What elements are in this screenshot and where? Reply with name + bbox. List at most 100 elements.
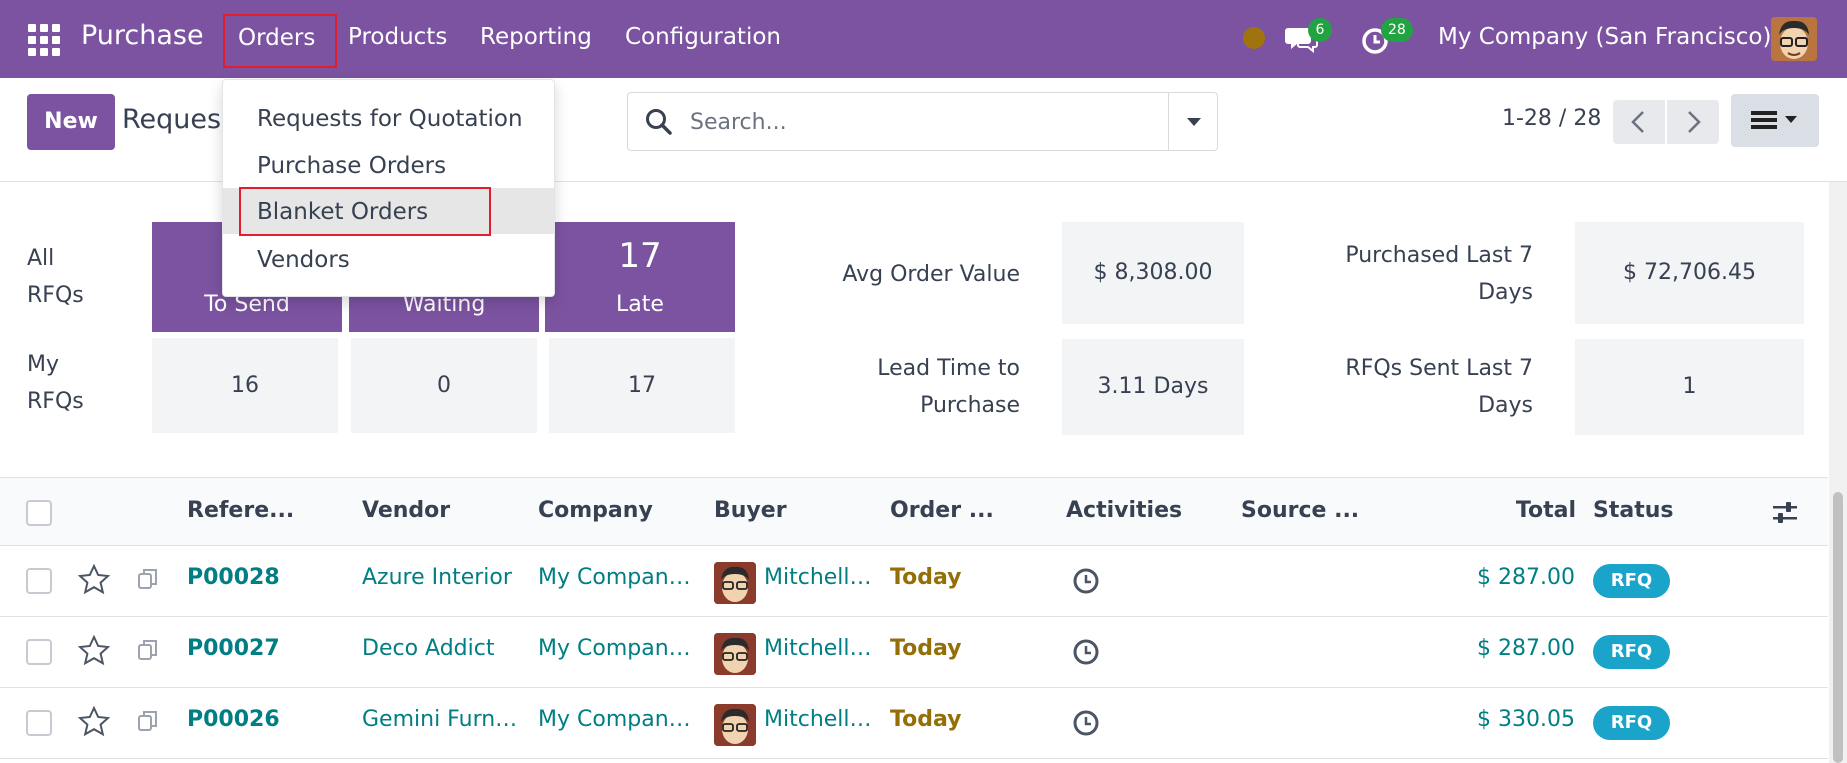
- row-checkbox[interactable]: [26, 568, 52, 594]
- activity-clock-icon[interactable]: [1071, 637, 1101, 667]
- column-reference[interactable]: Refere...: [187, 498, 295, 523]
- table-row[interactable]: P00027 Deco Addict My Company (San Franc…: [0, 617, 1828, 688]
- row-buyer[interactable]: Mitchell Admin: [764, 565, 872, 590]
- column-status[interactable]: Status: [1593, 498, 1674, 523]
- presence-status-icon[interactable]: [1243, 27, 1265, 49]
- kpi-value-avg-order-value: $ 8,308.00: [1062, 222, 1244, 324]
- table-row[interactable]: P00026 Gemini Furniture My Company (San …: [0, 688, 1828, 759]
- table-row[interactable]: P00028 Azure Interior My Company (San Fr…: [0, 546, 1828, 617]
- scrollbar-thumb[interactable]: [1833, 492, 1843, 763]
- status-badge: RFQ: [1593, 706, 1670, 740]
- kpi-label-lead-time: Lead Time to Purchase: [877, 356, 1020, 418]
- column-source-document[interactable]: Source ...: [1241, 498, 1360, 523]
- menu-reporting[interactable]: Reporting: [480, 24, 592, 50]
- column-buyer[interactable]: Buyer: [714, 498, 787, 523]
- menu-item-purchase-orders[interactable]: Purchase Orders: [257, 153, 447, 179]
- star-icon[interactable]: [78, 564, 110, 596]
- user-avatar[interactable]: [1771, 17, 1817, 61]
- row-checkbox[interactable]: [26, 710, 52, 736]
- row-total: $ 287.00: [1477, 636, 1575, 661]
- menu-item-vendors[interactable]: Vendors: [257, 247, 350, 273]
- menu-configuration[interactable]: Configuration: [625, 24, 781, 50]
- row-vendor[interactable]: Gemini Furniture: [362, 707, 522, 732]
- kpi-label-avg-order-value: Avg Order Value: [842, 262, 1020, 287]
- chevron-down-icon: [1187, 118, 1201, 126]
- row-buyer[interactable]: Mitchell Admin: [764, 707, 872, 732]
- activity-clock-icon[interactable]: [1071, 566, 1101, 596]
- kpi-label-purchased-last-7-days: Purchased Last 7 Days: [1345, 243, 1533, 305]
- row-reference[interactable]: P00028: [187, 565, 280, 590]
- tile-late[interactable]: 17 Late: [545, 222, 735, 332]
- messages-count-badge: 6: [1308, 18, 1332, 42]
- menu-item-blanket-orders[interactable]: Blanket Orders: [223, 188, 554, 234]
- column-total[interactable]: Total: [1515, 498, 1576, 523]
- star-icon[interactable]: [78, 635, 110, 667]
- optional-columns-icon[interactable]: [1771, 500, 1799, 526]
- pager-value[interactable]: 1-28 / 28: [1502, 106, 1602, 131]
- kpi-value-lead-time: 3.11 Days: [1062, 339, 1244, 435]
- row-total: $ 287.00: [1477, 565, 1575, 590]
- list-view-icon: [1751, 111, 1797, 129]
- my-waiting-value[interactable]: 0: [351, 338, 537, 433]
- status-badge: RFQ: [1593, 564, 1670, 598]
- page-title: Reques: [122, 104, 222, 135]
- duplicate-icon[interactable]: [135, 708, 161, 734]
- kpi-value-purchased-last-7-days: $ 72,706.45: [1575, 222, 1804, 324]
- row-buyer[interactable]: Mitchell Admin: [764, 636, 872, 661]
- search-bar[interactable]: [627, 92, 1218, 151]
- tile-all-value: 17: [618, 236, 662, 276]
- my-rfqs-label: My RFQs: [27, 352, 84, 414]
- search-options-toggle[interactable]: [1168, 93, 1218, 150]
- row-company[interactable]: My Company (San Francisco): [538, 565, 696, 590]
- my-late-value[interactable]: 17: [549, 338, 735, 433]
- duplicate-icon[interactable]: [135, 566, 161, 592]
- top-navbar: Purchase Orders Products Reporting Confi…: [0, 0, 1847, 78]
- status-badge: RFQ: [1593, 635, 1670, 669]
- activity-clock-icon[interactable]: [1071, 708, 1101, 738]
- select-all-checkbox[interactable]: [26, 500, 52, 526]
- menu-orders[interactable]: Orders: [223, 14, 337, 68]
- search-icon: [646, 109, 672, 135]
- menu-item-requests-for-quotation[interactable]: Requests for Quotation: [257, 106, 523, 132]
- list-header: Refere... Vendor Company Buyer Order ...…: [0, 477, 1828, 546]
- search-input[interactable]: [690, 105, 1130, 139]
- row-company[interactable]: My Company (San Francisco): [538, 636, 696, 661]
- column-activities[interactable]: Activities: [1066, 498, 1183, 523]
- row-reference[interactable]: P00027: [187, 636, 280, 661]
- scrollbar[interactable]: [1829, 182, 1847, 763]
- column-vendor[interactable]: Vendor: [362, 498, 451, 523]
- duplicate-icon[interactable]: [135, 637, 161, 663]
- tile-caption: Late: [616, 292, 664, 317]
- row-total: $ 330.05: [1477, 707, 1575, 732]
- my-to-send-value[interactable]: 16: [152, 338, 338, 433]
- apps-grid-icon[interactable]: [28, 24, 60, 56]
- orders-dropdown-menu: Requests for Quotation Purchase Orders B…: [222, 79, 555, 297]
- view-switcher-button[interactable]: [1731, 94, 1819, 147]
- row-reference[interactable]: P00026: [187, 707, 280, 732]
- row-order-deadline: Today: [890, 565, 962, 590]
- row-order-deadline: Today: [890, 707, 962, 732]
- row-checkbox[interactable]: [26, 639, 52, 665]
- row-vendor[interactable]: Azure Interior: [362, 565, 512, 590]
- highlight-box: [239, 187, 491, 236]
- pager-next-button[interactable]: [1667, 100, 1719, 144]
- chevron-right-icon: [1688, 111, 1701, 133]
- buyer-avatar: [714, 704, 756, 746]
- buyer-avatar: [714, 633, 756, 675]
- company-switcher[interactable]: My Company (San Francisco): [1438, 24, 1772, 50]
- buyer-avatar: [714, 562, 756, 604]
- kpi-value-rfqs-sent-last-7-days: 1: [1575, 339, 1804, 435]
- activities-clock-icon[interactable]: [1360, 24, 1392, 56]
- row-vendor[interactable]: Deco Addict: [362, 636, 495, 661]
- app-name[interactable]: Purchase: [81, 20, 204, 51]
- row-order-deadline: Today: [890, 636, 962, 661]
- star-icon[interactable]: [78, 706, 110, 738]
- column-company[interactable]: Company: [538, 498, 653, 523]
- kpi-label-rfqs-sent-last-7-days: RFQs Sent Last 7 Days: [1345, 356, 1533, 418]
- new-button[interactable]: New: [27, 94, 115, 150]
- row-company[interactable]: My Company (San Francisco): [538, 707, 696, 732]
- column-order-deadline[interactable]: Order ...: [890, 498, 994, 523]
- menu-products[interactable]: Products: [348, 24, 448, 50]
- pager-previous-button[interactable]: [1613, 100, 1665, 144]
- activities-count-badge: 28: [1381, 18, 1413, 42]
